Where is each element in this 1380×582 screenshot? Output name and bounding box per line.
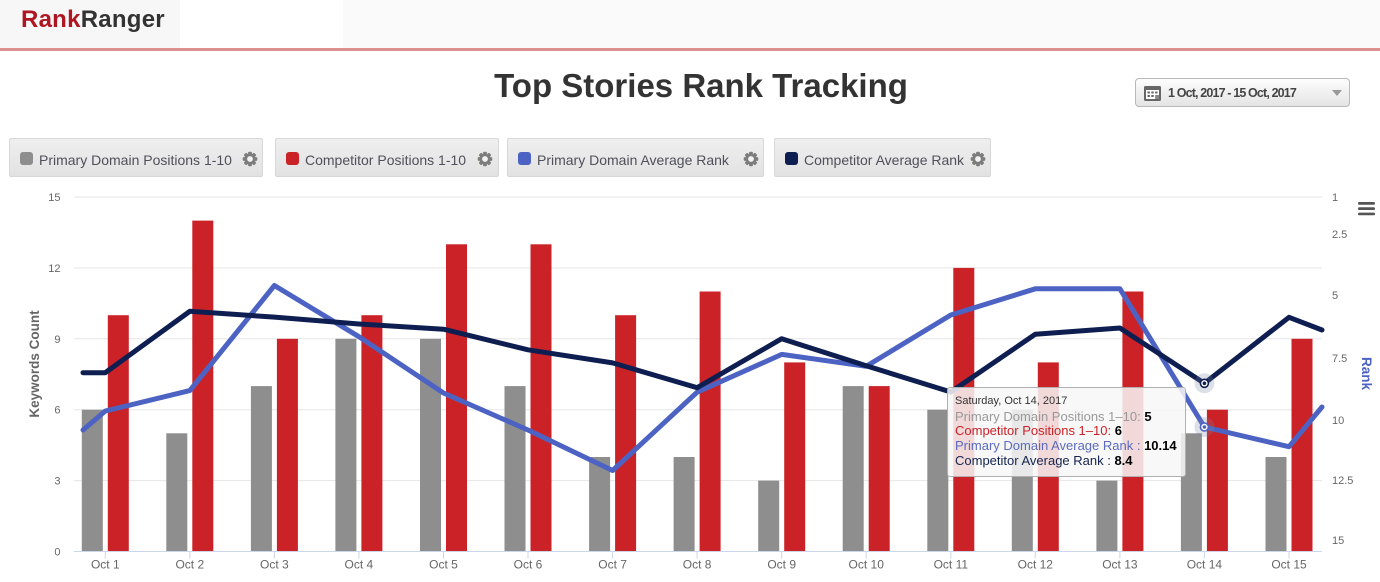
svg-text:12.5: 12.5 [1332, 475, 1353, 487]
svg-text:Oct 2: Oct 2 [175, 558, 204, 572]
svg-text:1: 1 [1332, 192, 1338, 204]
svg-text:2.5: 2.5 [1332, 229, 1347, 241]
svg-text:Oct 1: Oct 1 [91, 558, 120, 572]
svg-text:0: 0 [54, 547, 60, 559]
svg-text:Oct 5: Oct 5 [429, 558, 458, 572]
svg-text:Oct 9: Oct 9 [767, 558, 796, 572]
svg-text:Oct 4: Oct 4 [345, 558, 374, 572]
svg-text:Oct 13: Oct 13 [1102, 558, 1138, 572]
svg-text:3: 3 [54, 476, 60, 488]
svg-text:Rank: Rank [1359, 357, 1374, 391]
svg-text:15: 15 [48, 192, 60, 204]
svg-text:Oct 14: Oct 14 [1187, 558, 1223, 572]
svg-text:Oct 6: Oct 6 [514, 558, 543, 572]
svg-text:6: 6 [54, 405, 60, 417]
svg-text:7.5: 7.5 [1332, 353, 1347, 365]
svg-text:Oct 11: Oct 11 [934, 558, 969, 572]
svg-text:15: 15 [1332, 535, 1344, 547]
svg-text:Keywords Count: Keywords Count [27, 310, 42, 418]
svg-text:Oct 15: Oct 15 [1271, 558, 1307, 572]
svg-text:Oct 12: Oct 12 [1018, 558, 1054, 572]
svg-text:10: 10 [1332, 415, 1344, 427]
svg-text:Oct 3: Oct 3 [260, 558, 289, 572]
svg-text:5: 5 [1332, 290, 1338, 302]
svg-text:12: 12 [48, 263, 60, 275]
svg-text:9: 9 [54, 334, 60, 346]
svg-text:Oct 8: Oct 8 [683, 558, 712, 572]
svg-text:Oct 7: Oct 7 [598, 558, 627, 572]
svg-text:Oct 10: Oct 10 [849, 558, 885, 572]
